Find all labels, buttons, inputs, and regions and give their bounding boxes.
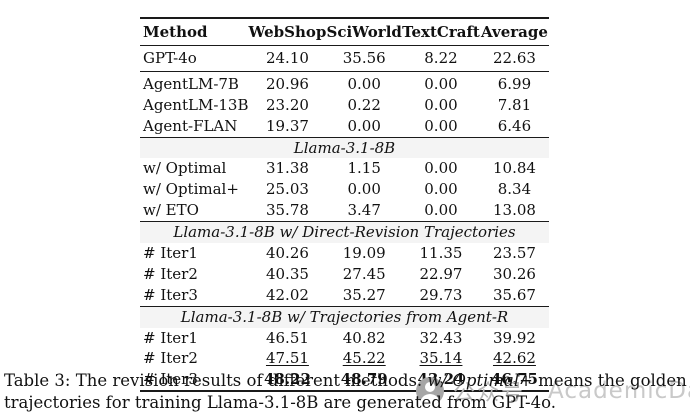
value-cell: 23.20 xyxy=(265,95,309,114)
value-cell: 6.46 xyxy=(479,115,549,138)
method-cell: # Iter2 xyxy=(143,264,198,283)
value-cell: 40.26 xyxy=(265,244,309,263)
value-cell: 3.47 xyxy=(326,200,403,223)
value-cell: 35.56 xyxy=(326,45,403,72)
value-cell: 20.96 xyxy=(265,74,309,93)
table-row: w/ ETO 35.78 3.47 0.00 13.08 xyxy=(140,200,549,223)
method-cell: # Iter1 xyxy=(143,244,198,263)
value-cell: 46.75 xyxy=(490,370,538,389)
method-cell: Agent-FLAN xyxy=(140,115,249,138)
value-cell: 19.09 xyxy=(342,244,386,263)
table-row: # Iter1 40.26 19.09 11.35 23.57 xyxy=(140,243,549,264)
value-cell: 7.81 xyxy=(497,95,532,114)
value-cell: 35.27 xyxy=(326,284,403,307)
wechat-avatar-icon xyxy=(416,377,444,405)
section-header-label: Llama-3.1-8B xyxy=(140,137,549,159)
value-cell: 35.14 xyxy=(419,349,463,368)
table-row: # Iter2 40.35 27.45 22.97 30.26 xyxy=(140,264,549,285)
table-row: AgentLM-7B 20.96 0.00 0.00 6.99 xyxy=(140,71,549,94)
section-header-row: Llama-3.1-8B xyxy=(140,137,549,159)
section-header-label: Llama-3.1-8B w/ Trajectories from Agent-… xyxy=(140,306,549,328)
results-table: Method WebShop SciWorld TextCraft Averag… xyxy=(140,17,549,393)
method-cell: # Iter1 xyxy=(143,328,198,347)
method-cell: w/ Optimal+ xyxy=(143,180,239,199)
caption-suffix: means the golden trajectories for traini… xyxy=(4,371,687,413)
value-cell: 48.22 xyxy=(263,370,311,389)
table-row: # Iter1 46.51 40.82 32.43 39.92 xyxy=(140,328,549,349)
value-cell: 31.38 xyxy=(265,159,309,178)
value-cell: 35.67 xyxy=(479,284,549,307)
value-cell: 0.00 xyxy=(424,74,458,93)
value-cell: 32.43 xyxy=(419,328,463,347)
value-cell: 0.00 xyxy=(424,159,458,178)
section-header-label: Llama-3.1-8B w/ Direct-Revision Trajecto… xyxy=(140,221,549,244)
value-cell: 0.00 xyxy=(326,115,403,138)
column-header-sciworld: SciWorld xyxy=(326,18,403,46)
value-cell: 42.62 xyxy=(492,349,536,368)
value-cell: 22.63 xyxy=(479,45,549,72)
method-cell: AgentLM-13B xyxy=(143,95,249,114)
section-header-row: Llama-3.1-8B w/ Direct-Revision Trajecto… xyxy=(140,221,549,244)
value-cell: 0.00 xyxy=(402,200,480,223)
value-cell: 40.82 xyxy=(342,328,386,347)
value-cell: 24.10 xyxy=(248,45,327,72)
value-cell: 6.99 xyxy=(497,74,532,93)
value-cell: 11.35 xyxy=(419,244,463,263)
value-cell: 0.00 xyxy=(424,180,458,199)
value-cell: 42.02 xyxy=(248,284,327,307)
value-cell: 0.22 xyxy=(347,95,381,114)
value-cell: 40.35 xyxy=(265,264,309,283)
caption-italic-term: w/ Optimal+ xyxy=(427,371,533,390)
value-cell: 45.22 xyxy=(342,349,386,368)
table-row: AgentLM-13B 23.20 0.22 0.00 7.81 xyxy=(140,95,549,116)
value-cell: 23.57 xyxy=(492,244,536,263)
table-caption: Table 3: The revision results of differe… xyxy=(4,370,688,415)
value-cell: 47.51 xyxy=(265,349,309,368)
value-cell: 0.00 xyxy=(424,95,458,114)
section-header-row: Llama-3.1-8B w/ Trajectories from Agent-… xyxy=(140,306,549,328)
value-cell: 48.79 xyxy=(340,370,388,389)
column-header-method: Method xyxy=(140,18,249,46)
value-cell: 35.78 xyxy=(248,200,327,223)
value-cell: 30.26 xyxy=(492,264,536,283)
value-cell: 8.22 xyxy=(402,45,480,72)
method-cell: # Iter2 xyxy=(143,349,198,368)
watermark-brand-label: AcademicDaily xyxy=(548,378,690,404)
table-row: GPT-4o 24.10 35.56 8.22 22.63 xyxy=(140,45,549,72)
method-cell: GPT-4o xyxy=(140,45,249,72)
value-cell: 1.15 xyxy=(347,159,381,178)
table-row: Agent-FLAN 19.37 0.00 0.00 6.46 xyxy=(140,115,549,138)
watermark-wechat-label: 公众号 xyxy=(453,381,526,406)
column-header-average: Average xyxy=(479,18,549,46)
caption-prefix: Table 3: The revision results of differe… xyxy=(4,371,428,390)
value-cell: 0.00 xyxy=(402,115,480,138)
value-cell: 13.08 xyxy=(479,200,549,223)
value-cell: 0.00 xyxy=(347,180,381,199)
value-cell: 8.34 xyxy=(497,180,532,199)
method-cell: # Iter3 xyxy=(143,370,198,389)
column-header-webshop: WebShop xyxy=(248,18,327,46)
table-row: w/ Optimal+ 25.03 0.00 0.00 8.34 xyxy=(140,179,549,200)
method-cell: # Iter3 xyxy=(140,284,249,307)
header-row: Method WebShop SciWorld TextCraft Averag… xyxy=(140,18,549,46)
method-cell: AgentLM-7B xyxy=(143,74,239,93)
value-cell: 27.45 xyxy=(342,264,386,283)
results-table-container: Method WebShop SciWorld TextCraft Averag… xyxy=(140,17,549,393)
value-cell: 46.51 xyxy=(265,328,309,347)
method-cell: w/ Optimal xyxy=(143,159,227,178)
value-cell: 22.97 xyxy=(419,264,463,283)
watermark: 公众号 AcademicDaily xyxy=(416,375,690,407)
method-cell: w/ ETO xyxy=(140,200,249,223)
value-cell: 29.73 xyxy=(402,284,480,307)
value-cell: 0.00 xyxy=(347,74,381,93)
table-row: w/ Optimal 31.38 1.15 0.00 10.84 xyxy=(140,158,549,179)
value-cell: 39.92 xyxy=(492,328,536,347)
value-cell: 25.03 xyxy=(265,180,309,199)
column-header-textcraft: TextCraft xyxy=(402,18,480,46)
value-cell: 19.37 xyxy=(248,115,327,138)
table-row: # Iter3 42.02 35.27 29.73 35.67 xyxy=(140,284,549,307)
table-row-second-best: # Iter2 47.51 45.22 35.14 42.62 xyxy=(140,348,549,369)
value-cell: 10.84 xyxy=(492,159,536,178)
